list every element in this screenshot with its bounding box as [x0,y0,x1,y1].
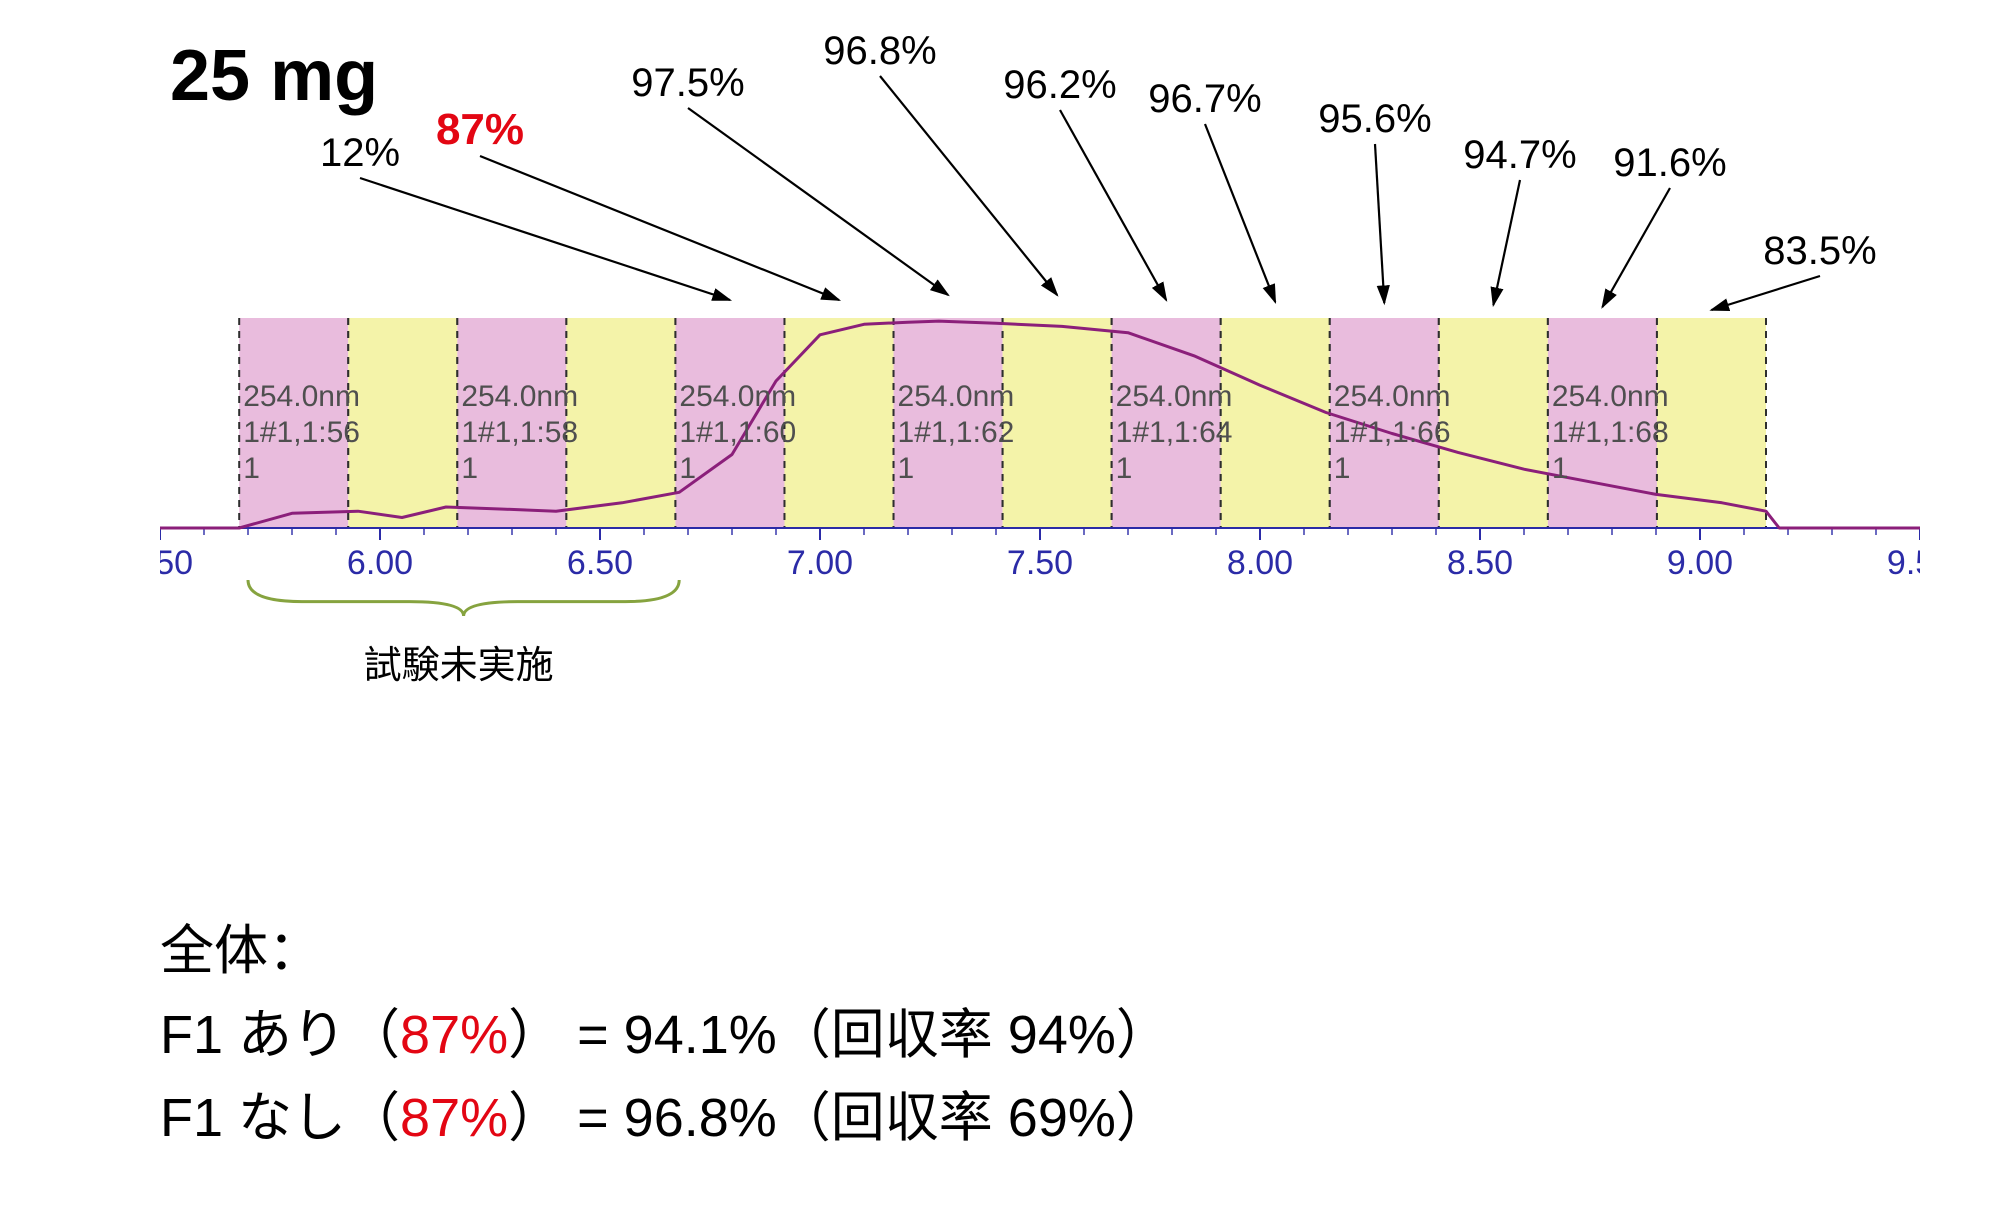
x-tick-label: 7.00 [787,544,853,582]
summary-2c: ） = 94.1%（回収率 94%） [508,1005,1170,1065]
slide-root: 25 mg 5.50 6.00 6.50 7.00 7.50 8.00 8.50 9.00 9.… [0,0,2000,1225]
x-tick-label: 9.50 [1887,544,1920,582]
summary-3c: ） = 96.8%（回収率 69%） [508,1088,1170,1148]
slide-title: 25 mg [170,35,378,117]
x-tick-label: 5.50 [160,544,193,582]
summary-line-3: F1 なし（87%） = 96.8%（回収率 69%） [160,1077,1170,1161]
bracket-label: 試験未実施 [364,634,554,689]
chromatogram-svg: 5.50 6.00 6.50 7.00 7.50 8.00 8.50 9.00 9.50 7.27… [160,318,1920,618]
callout-label: 96.7% [1148,77,1261,121]
callout-label: 95.6% [1318,97,1431,141]
summary-3-red: 87% [400,1088,508,1148]
x-tick-label: 7.50 [1007,544,1073,582]
callout-label: 91.6% [1613,141,1726,185]
callout-label: 12% [320,131,400,175]
x-tick-label: 6.00 [347,544,413,582]
summary-3a: F1 なし（ [160,1088,400,1148]
chromatogram-chart: 5.506.006.507.007.508.008.509.009.507.27… [160,318,1920,568]
callout-label: 94.7% [1463,133,1576,177]
summary-line-2: F1 あり（87%） = 94.1%（回収率 94%） [160,994,1170,1078]
callout-label: 83.5% [1763,229,1876,273]
callout-label: 96.2% [1003,63,1116,107]
summary-block: 全体： F1 あり（87%） = 94.1%（回収率 94%） F1 なし（87… [160,910,1170,1161]
summary-2-red: 87% [400,1005,508,1065]
x-tick-label: 9.00 [1667,544,1733,582]
x-tick-label: 6.50 [567,544,633,582]
summary-line-1: 全体： [160,910,1170,994]
summary-2a: F1 あり（ [160,1005,400,1065]
peak-label: 7.27 [912,318,967,322]
callout-label: 87% [436,105,524,154]
callout-label: 96.8% [823,29,936,73]
x-tick-label: 8.50 [1447,544,1513,582]
callout-label: 97.5% [631,61,744,105]
x-tick-label: 8.00 [1227,544,1293,582]
